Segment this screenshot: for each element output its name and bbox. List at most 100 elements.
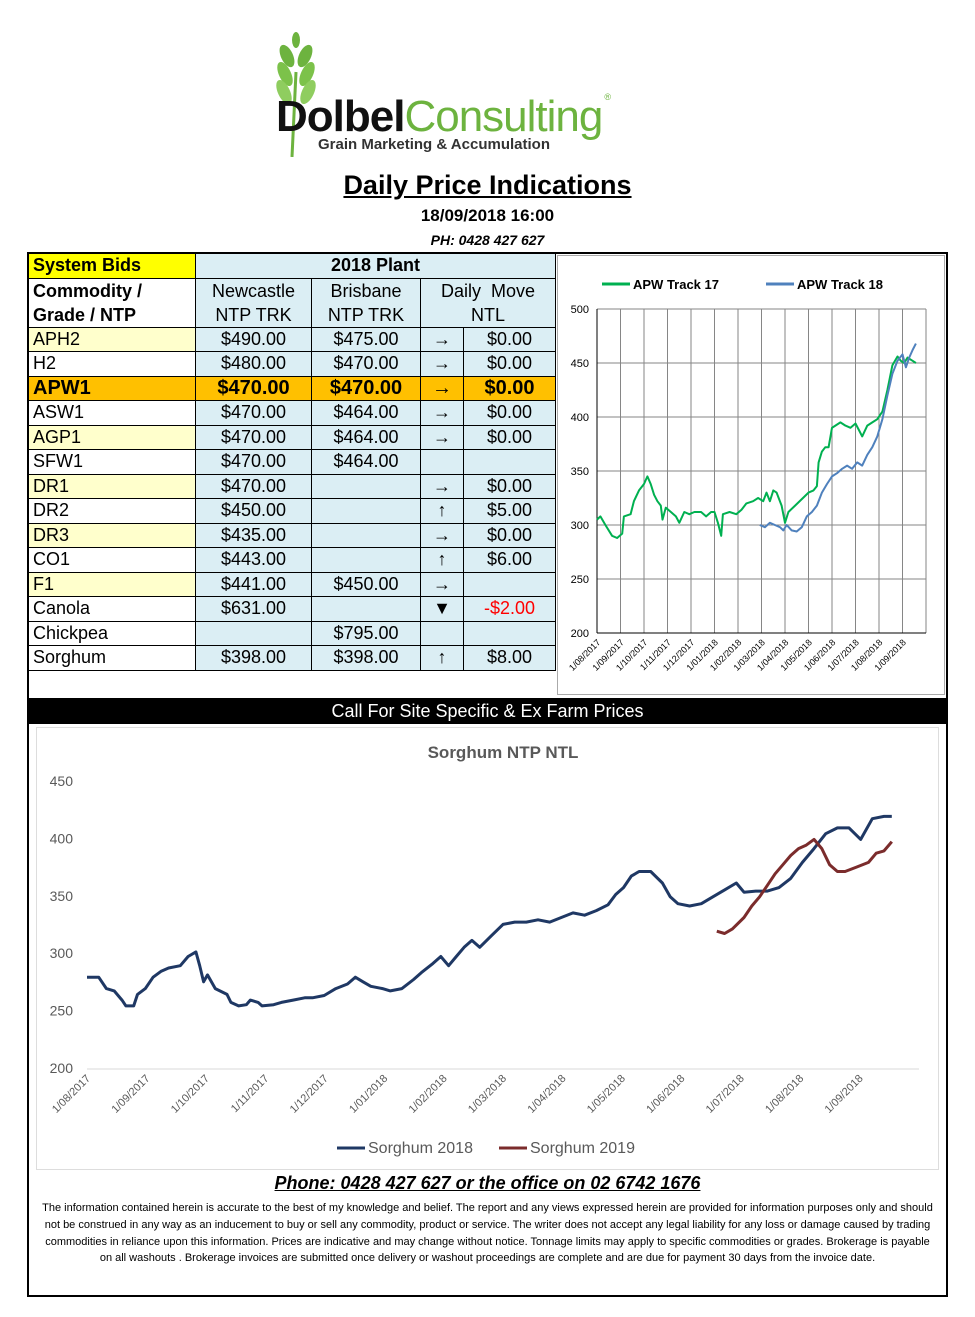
commodity-name: F1 (28, 571, 196, 597)
newcastle-header-line1: Newcastle (211, 280, 296, 301)
sorghum-chart-svg: Sorghum NTP NTL 200 250 300 350 400 450 1/08/20… (50, 743, 919, 1157)
y-tick-label: 400 (50, 830, 74, 846)
header-phone: PH: 0428 427 627 (430, 232, 545, 248)
newcastle-price: $398.00 (195, 645, 312, 671)
footer-phone: Phone: 0428 427 627 or the office on 02 … (0, 1173, 975, 1194)
brand-tagline: Grain Marketing & Accumulation (318, 136, 550, 153)
table-row: APW1 $470.00 $470.00 → $0.00 (28, 375, 556, 401)
brisbane-price: $795.00 (311, 620, 421, 646)
move-arrow-icon: → (420, 351, 464, 377)
y-tick-label: 400 (571, 412, 589, 424)
move-arrow-icon: → (420, 400, 464, 426)
commodity-name: H2 (28, 351, 196, 377)
legend-label: Sorghum 2019 (530, 1140, 635, 1157)
commodity-name: ASW1 (28, 400, 196, 426)
legend-label: Sorghum 2018 (368, 1140, 473, 1157)
daily-move-value: $0.00 (463, 351, 556, 377)
newcastle-price: $470.00 (195, 473, 312, 499)
x-tick-label: 1/09/2017 (109, 1073, 152, 1116)
daily-move-value: $0.00 (463, 326, 556, 352)
table-row: SFW1 $470.00 $464.00 (28, 449, 556, 475)
move-arrow-icon (420, 449, 464, 475)
newcastle-price: $470.00 (195, 400, 312, 426)
newcastle-price: $470.00 (195, 375, 312, 401)
table-row: CO1 $443.00 ↑ $6.00 (28, 547, 556, 573)
brisbane-price: $470.00 (311, 375, 421, 401)
y-tick-label: 350 (571, 466, 589, 478)
commodity-name: APH2 (28, 326, 196, 352)
y-tick-label: 500 (571, 304, 589, 316)
page-title-text: Daily Price Indications (343, 170, 632, 200)
registered-mark: ® (604, 92, 611, 102)
move-arrow-icon: → (420, 522, 464, 548)
y-tick-label: 300 (50, 945, 74, 961)
table-header-row: System Bids 2018 Plant (28, 253, 556, 279)
brisbane-price (311, 473, 421, 499)
daily-move-header: Daily Move NTL (420, 277, 556, 328)
y-tick-label: 350 (50, 888, 74, 904)
table-row: DR3 $435.00 → $0.00 (28, 522, 556, 548)
daily-move-value: $0.00 (463, 375, 556, 401)
series-line (596, 355, 917, 539)
series-line (87, 814, 892, 1008)
newcastle-price: $470.00 (195, 449, 312, 475)
brisbane-price: $464.00 (311, 400, 421, 426)
brisbane-price (311, 596, 421, 622)
table-row: DR1 $470.00 → $0.00 (28, 473, 556, 499)
table-row: F1 $441.00 $450.00 → (28, 571, 556, 597)
x-tick-label: 1/03/2018 (466, 1073, 509, 1116)
commodity-name: Canola (28, 596, 196, 622)
commodity-name: AGP1 (28, 424, 196, 450)
company-logo: DolbelConsulting ® Grain Marketing & Accu… (270, 32, 630, 157)
y-tick-label: 200 (571, 628, 589, 640)
commodity-name: DR3 (28, 522, 196, 548)
x-tick-label: 1/12/2017 (288, 1073, 331, 1116)
brand-bold: Dolbel (276, 92, 405, 141)
y-tick-label: 450 (50, 773, 74, 789)
table-row: ASW1 $470.00 $464.00 → $0.00 (28, 400, 556, 426)
table-row: Chickpea $795.00 (28, 620, 556, 646)
move-arrow-icon: ▼ (420, 596, 464, 622)
commodity-name: DR2 (28, 498, 196, 524)
table-row: H2 $480.00 $470.00 → $0.00 (28, 351, 556, 377)
x-tick-label: 1/09/2018 (823, 1073, 866, 1116)
brisbane-price (311, 547, 421, 573)
daily-move-value: $6.00 (463, 547, 556, 573)
table-row: APH2 $490.00 $475.00 → $0.00 (28, 326, 556, 352)
commodity-name: Sorghum (28, 645, 196, 671)
move-arrow-icon: → (420, 424, 464, 450)
brisbane-header: Brisbane NTP TRK (311, 277, 421, 328)
x-tick-label: 1/08/2018 (763, 1073, 806, 1116)
y-tick-label: 450 (571, 358, 589, 370)
move-arrow-icon: ↑ (420, 645, 464, 671)
newcastle-price: $631.00 (195, 596, 312, 622)
footer-phone-text: Phone: 0428 427 627 or the office on 02 … (274, 1173, 701, 1193)
brisbane-price: $475.00 (311, 326, 421, 352)
daily-move-value (463, 571, 556, 597)
daily-move-value: $8.00 (463, 645, 556, 671)
x-tick-label: 1/07/2018 (704, 1073, 747, 1116)
move-arrow-icon: → (420, 326, 464, 352)
newcastle-price: $490.00 (195, 326, 312, 352)
newcastle-price (195, 620, 312, 646)
commodity-header: Commodity / Grade / NTP (28, 277, 196, 328)
column-header-row: Commodity / Grade / NTP Newcastle NTP TR… (28, 277, 556, 328)
commodity-name: APW1 (28, 375, 196, 401)
brisbane-price (311, 498, 421, 524)
x-tick-label: 1/11/2017 (229, 1073, 272, 1116)
y-tick-label: 250 (50, 1003, 74, 1019)
daily-move-value: $0.00 (463, 424, 556, 450)
x-tick-label: 1/02/2018 (407, 1073, 450, 1116)
move-arrow-icon: → (420, 473, 464, 499)
daily-move-header-line1: Daily Move (440, 280, 536, 301)
x-tick-label: 1/01/2018 (347, 1073, 390, 1116)
brisbane-price (311, 522, 421, 548)
x-tick-label: 1/05/2018 (585, 1073, 628, 1116)
move-arrow-icon: ↑ (420, 547, 464, 573)
apw-chart: 200 250 300 350 400 450 500 1/08/2017 1/09/2017 1… (557, 255, 945, 695)
commodity-header-line1: Commodity / (33, 280, 143, 301)
brisbane-price: $398.00 (311, 645, 421, 671)
disclaimer-text: The information contained herein is accu… (42, 1202, 933, 1265)
newcastle-price: $443.00 (195, 547, 312, 573)
plant-label: 2018 Plant (195, 253, 556, 279)
